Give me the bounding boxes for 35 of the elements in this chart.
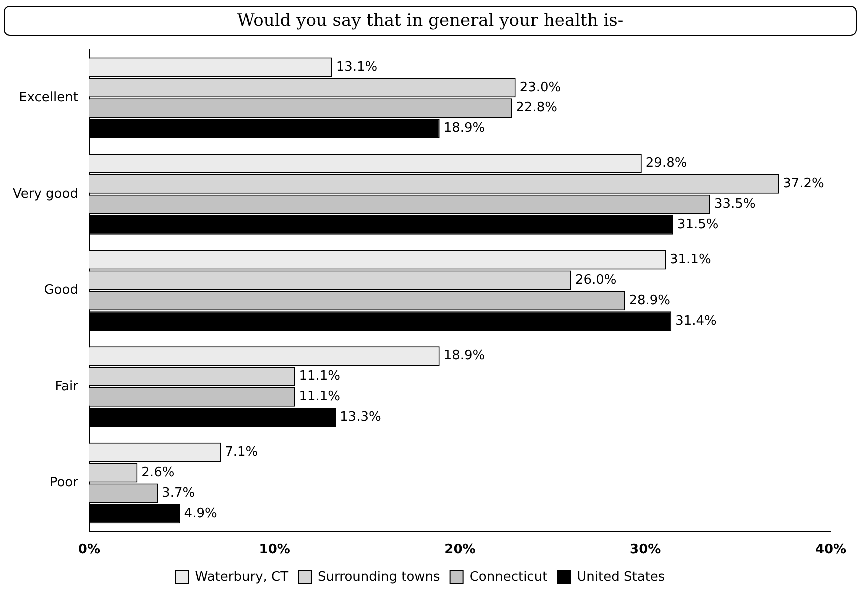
legend-label: Surrounding towns	[318, 570, 441, 585]
y-tick-label: Poor	[50, 476, 80, 491]
y-tick-label: Fair	[55, 379, 80, 394]
x-tick-label: 0%	[78, 542, 100, 558]
data-label: 37.2%	[783, 176, 824, 192]
data-label: 26.0%	[575, 272, 617, 288]
data-label: 18.9%	[444, 348, 486, 364]
data-label: 31.1%	[670, 252, 712, 268]
data-label: 13.3%	[340, 410, 382, 426]
y-tick-label: Very good	[12, 186, 78, 202]
data-label: 4.9%	[184, 506, 218, 522]
chart-title: Would you say that in general your health is-	[4, 6, 857, 36]
legend-label: United States	[577, 570, 666, 585]
data-label: 2.6%	[142, 465, 175, 480]
data-label: 3.7%	[162, 486, 196, 501]
data-label: 31.4%	[676, 314, 717, 329]
data-label: 29.8%	[646, 156, 688, 172]
legend-label: Waterbury, CT	[195, 570, 289, 585]
data-label: 7.1%	[225, 444, 258, 460]
data-label: 23.0%	[520, 80, 562, 96]
data-label: 11.1%	[299, 369, 341, 384]
y-tick-label: Excellent	[19, 90, 78, 106]
data-label: 18.9%	[444, 121, 486, 136]
legend-label: Connecticut	[470, 570, 548, 585]
data-label: 13.1%	[336, 60, 378, 75]
data-label: 31.5%	[677, 217, 719, 232]
data-label: 33.5%	[714, 197, 756, 212]
x-tick-label: 20%	[444, 542, 476, 558]
data-label: 22.8%	[516, 100, 558, 116]
data-label: 11.1%	[299, 390, 341, 405]
data-label: 28.9%	[629, 293, 671, 308]
y-tick-label: Good	[44, 283, 78, 298]
x-tick-label: 30%	[630, 542, 662, 558]
x-tick-label: 10%	[259, 542, 290, 558]
x-tick-label: 40%	[815, 542, 847, 558]
